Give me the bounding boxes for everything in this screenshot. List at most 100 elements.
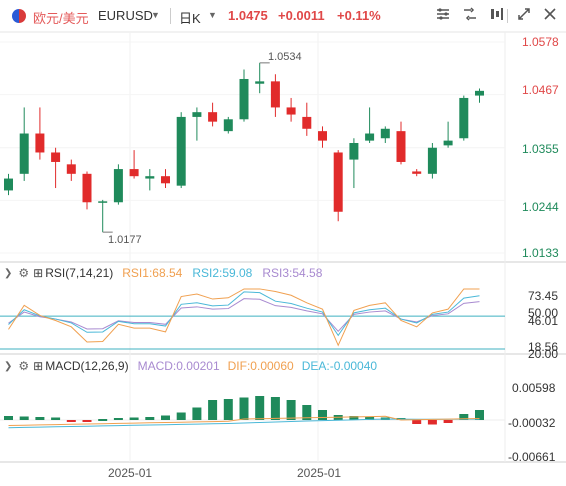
candle-body (19, 133, 29, 174)
rsi-axis-tick: 20.00 (528, 347, 559, 361)
settings-icon[interactable]: ⚙ (18, 266, 30, 280)
rsi2-value: RSI2:59.08 (192, 266, 253, 280)
close-icon[interactable] (540, 6, 560, 26)
rsi3-line (8, 298, 480, 333)
candle-body (270, 81, 280, 108)
symbol-dropdown-icon[interactable]: ▼ (151, 10, 160, 20)
macd-histogram-bar (475, 410, 484, 420)
candle-body (161, 176, 170, 184)
rsi-axis-tick: 73.45 (528, 289, 559, 303)
macd-histogram-bar (82, 420, 92, 422)
toolbar: 欧元/美元 EURUSD ▼ 日K ▼ 1.0475 +0.0011 +0.11… (0, 0, 566, 32)
price-axis-tick: 1.0578 (522, 35, 559, 49)
price-change-percent: +0.11% (337, 8, 381, 23)
macd-histogram-bar (223, 399, 233, 420)
last-price: 1.0475 (228, 8, 268, 23)
macd-histogram-bar (161, 415, 170, 420)
indicator-icon[interactable] (433, 6, 453, 26)
candle-body (82, 173, 92, 203)
rsi3-value: RSI3:54.58 (262, 266, 323, 280)
dea-line (8, 418, 480, 429)
macd-histogram-bar (412, 420, 422, 424)
dea-value: DEA:-0.00040 (301, 359, 378, 373)
candle-body (208, 112, 218, 122)
symbol-label[interactable]: EURUSD (98, 8, 153, 23)
macd-histogram-bar (443, 420, 453, 423)
price-axis-tick: 1.0355 (522, 142, 559, 156)
candle-body (349, 142, 359, 160)
toolbar-divider (170, 8, 171, 24)
candle-body (396, 131, 406, 162)
macd-histogram-bar (349, 416, 359, 420)
rsi-axis-tick: 46.01 (528, 314, 559, 328)
macd-header: ❯ ⚙ ⊞ MACD(12,26,9) MACD:0.00201 DIF:0.0… (4, 358, 377, 374)
candle-body (176, 116, 186, 186)
candle-body (35, 133, 45, 153)
low-price-marker: 1.0177 (108, 234, 142, 246)
pair-label[interactable]: 欧元/美元 (33, 11, 89, 26)
collapse-icon[interactable]: ❯ (4, 267, 13, 279)
macd-histogram-bar (427, 420, 437, 425)
currency-flag-icon (12, 9, 26, 23)
compare-icon[interactable] (460, 6, 480, 26)
candle-body (475, 90, 484, 96)
collapse-icon[interactable]: ❯ (4, 360, 13, 372)
rsi1-value: RSI1:68.54 (122, 266, 183, 280)
candle-body (365, 133, 375, 141)
fullscreen-icon[interactable] (514, 6, 534, 26)
period-dropdown-icon[interactable]: ▼ (208, 10, 217, 20)
macd-axis-tick: -0.00032 (508, 416, 556, 430)
macd-axis-tick: -0.00661 (508, 450, 556, 464)
candle-body (333, 152, 343, 212)
price-axis-tick: 1.0133 (522, 246, 559, 260)
macd-histogram-bar (192, 407, 202, 420)
macd-value: MACD:0.00201 (137, 359, 220, 373)
period-selector[interactable]: 日K (179, 11, 201, 26)
rsi-axis-tick: 50.00 (528, 306, 559, 320)
macd-menu-icon[interactable]: ⊞ (33, 359, 44, 373)
candle-body (427, 147, 437, 174)
macd-histogram-bar (255, 396, 265, 420)
candle-body (318, 131, 327, 141)
macd-title: MACD(12,26,9) (45, 359, 129, 373)
macd-histogram-bar (270, 397, 280, 420)
candle-body (459, 97, 469, 139)
x-axis-label: 2025-01 (108, 466, 153, 480)
dif-line (8, 415, 480, 426)
rsi-axis-tick: 18.56 (528, 340, 559, 354)
rsi2-line (8, 291, 480, 337)
macd-histogram-bar (98, 419, 108, 421)
candle-body (192, 112, 202, 117)
macd-histogram-bar (176, 412, 186, 420)
candle-body (443, 140, 453, 146)
macd-axis-tick: 0.00598 (512, 381, 556, 395)
price-change: +0.0011 (278, 8, 325, 23)
macd-histogram-bar (286, 400, 296, 420)
macd-histogram-bar (239, 397, 249, 420)
candle-body (98, 201, 108, 203)
rsi-title: RSI(7,14,21) (45, 266, 114, 280)
high-price-marker: 1.0534 (268, 51, 302, 63)
rsi-menu-icon[interactable]: ⊞ (33, 266, 44, 280)
settings-icon[interactable]: ⚙ (18, 359, 30, 373)
macd-histogram-bar (365, 417, 375, 420)
candle-body (380, 128, 390, 139)
candle-body (223, 119, 233, 132)
candle-body (113, 169, 123, 203)
draw-icon[interactable] (487, 6, 507, 26)
candle-body (66, 164, 76, 174)
macd-histogram-bar (129, 417, 139, 420)
macd-histogram-bar (208, 400, 218, 420)
candle-body (239, 78, 249, 120)
macd-histogram-bar (145, 417, 155, 420)
price-axis-tick: 1.0244 (522, 200, 559, 214)
macd-histogram-bar (459, 414, 469, 420)
candle-body (302, 116, 312, 129)
candle-body (286, 107, 296, 115)
macd-histogram-bar (19, 416, 29, 420)
candle-body (51, 152, 61, 162)
macd-histogram-bar (4, 416, 13, 420)
toolbar-divider-right (507, 9, 508, 23)
macd-histogram-bar (35, 417, 45, 420)
